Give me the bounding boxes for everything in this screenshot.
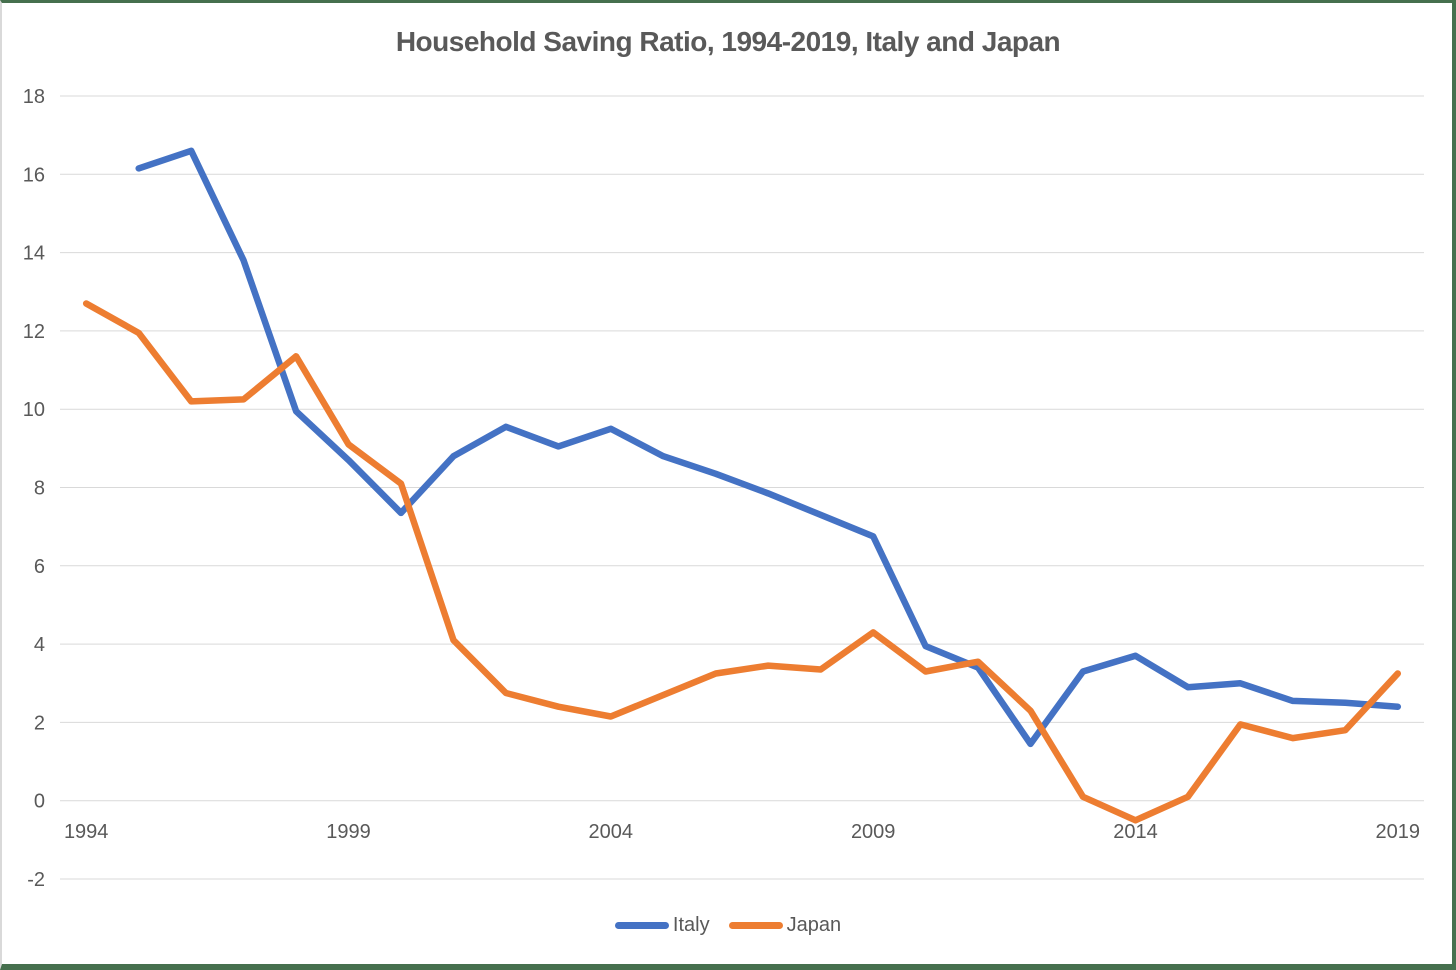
x-tick-label-1999: 1999 (326, 821, 371, 843)
chart-title: Household Saving Ratio, 1994-2019, Italy… (395, 26, 1061, 57)
y-tick-label-6: 6 (34, 556, 45, 578)
italy-line-swatch (614, 922, 669, 929)
legend-label-italy: Italy (672, 914, 710, 936)
x-tick-label-2004: 2004 (589, 821, 634, 843)
y-tick-label--2: -2 (27, 869, 45, 891)
series-line-japan (82, 300, 1402, 824)
x-tick-label-2019: 2019 (1376, 821, 1421, 843)
y-tick-label-10: 10 (23, 399, 45, 421)
y-tick-label-8: 8 (34, 478, 45, 500)
x-tick-label-1994: 1994 (64, 821, 109, 843)
y-tick-label-4: 4 (34, 634, 45, 656)
x-tick-label-2014: 2014 (1113, 821, 1158, 843)
y-tick-label-0: 0 (34, 791, 45, 813)
legend-item-japan: Japan (728, 914, 842, 937)
japan-line-swatch (728, 922, 783, 929)
series-line-italy (135, 147, 1402, 748)
legend: Italy Japan (0, 914, 1456, 937)
y-tick-label-12: 12 (23, 321, 45, 343)
y-tick-label-2: 2 (34, 712, 45, 734)
y-tick-label-18: 18 (23, 86, 45, 108)
legend-label-japan: Japan (786, 914, 842, 936)
x-tick-label-2009: 2009 (851, 821, 896, 843)
y-tick-label-16: 16 (23, 164, 45, 186)
legend-item-italy: Italy (614, 914, 710, 937)
y-tick-label-14: 14 (23, 243, 45, 265)
